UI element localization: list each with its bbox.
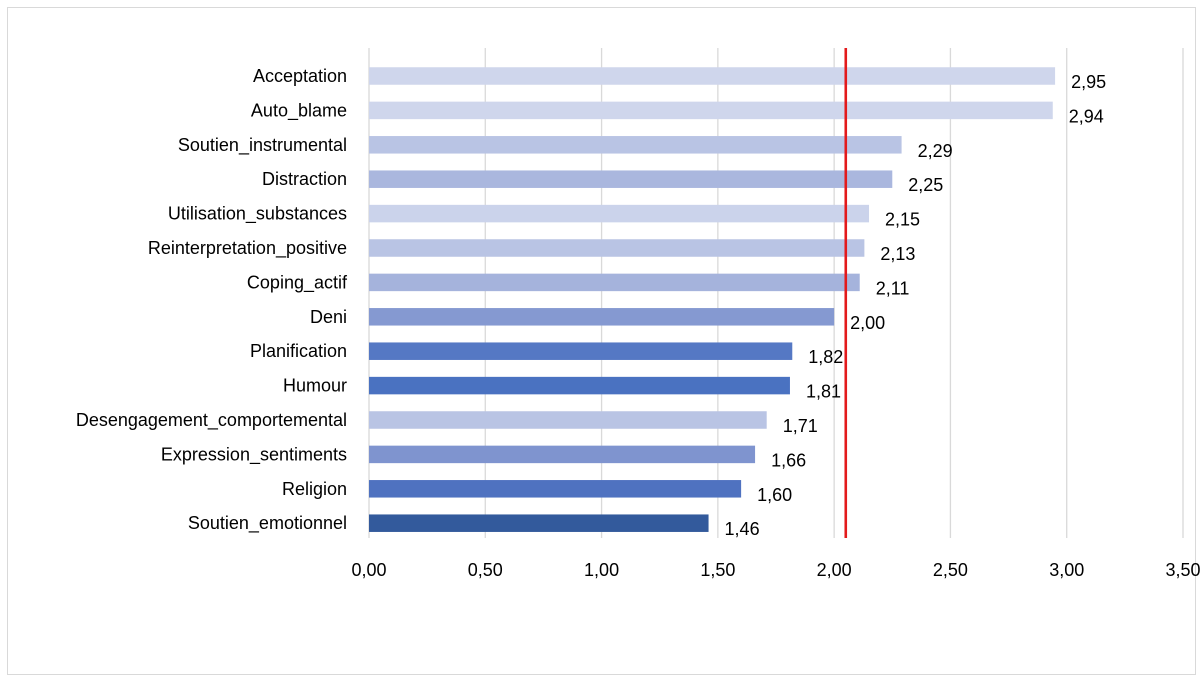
value-labels: 2,95 2,94 2,29 2,25 2,15 2,13 2,11 2,00 1,82 1,81… <box>725 72 1107 539</box>
category-label: Soutien_instrumental <box>178 135 347 156</box>
x-tick-labels: 0,00 0,50 1,00 1,50 2,00 2,50 3,00 3,50 <box>351 560 1200 580</box>
x-tick-label: 3,50 <box>1165 560 1200 580</box>
x-tick-label: 0,50 <box>468 560 503 580</box>
bar <box>369 239 865 257</box>
bar <box>369 376 790 395</box>
category-label: Reinterpretation_positive <box>148 238 347 259</box>
category-label: Auto_blame <box>251 100 347 121</box>
bar <box>369 67 1056 85</box>
bar <box>369 514 709 532</box>
category-label: Expression_sentiments <box>161 444 347 465</box>
category-label: Coping_actif <box>247 272 348 293</box>
category-label: Planification <box>250 341 347 361</box>
x-tick-label: 3,00 <box>1049 560 1084 580</box>
value-label: 2,00 <box>850 313 885 333</box>
bar <box>369 136 902 154</box>
x-tick-label: 0,00 <box>351 560 386 580</box>
value-label: 1,81 <box>806 382 841 402</box>
value-label: 1,71 <box>783 416 818 436</box>
value-label: 2,94 <box>1069 106 1104 126</box>
category-label: Distraction <box>262 169 347 189</box>
value-label: 1,60 <box>757 485 792 505</box>
category-label: Desengagement_comportemental <box>76 410 347 431</box>
value-label: 2,25 <box>908 175 943 195</box>
bar <box>369 101 1053 120</box>
x-tick-label: 2,00 <box>817 560 852 580</box>
bar <box>369 308 835 326</box>
category-label: Deni <box>310 307 347 327</box>
category-label: Religion <box>282 479 347 499</box>
bar <box>369 480 742 498</box>
category-label: Utilisation_substances <box>168 204 347 225</box>
x-tick-label: 1,50 <box>700 560 735 580</box>
category-label: Humour <box>283 376 347 396</box>
x-tick-label: 1,00 <box>584 560 619 580</box>
bar <box>369 204 870 223</box>
value-label: 1,46 <box>725 519 760 539</box>
value-label: 2,15 <box>885 210 920 230</box>
value-label: 2,29 <box>918 141 953 161</box>
value-label: 2,13 <box>880 244 915 264</box>
bar <box>369 445 756 464</box>
bar <box>369 411 767 429</box>
bars <box>369 67 1056 532</box>
value-label: 1,66 <box>771 450 806 470</box>
bar <box>369 273 860 292</box>
value-label: 2,11 <box>876 278 910 298</box>
value-label: 2,95 <box>1071 72 1106 92</box>
category-labels: Acceptation Auto_blame Soutien_instrumenta… <box>76 66 348 534</box>
bar <box>369 170 893 188</box>
x-tick-label: 2,50 <box>933 560 968 580</box>
category-label: Acceptation <box>253 66 347 86</box>
value-label: 1,82 <box>808 347 843 367</box>
bar <box>369 342 793 360</box>
category-label: Soutien_emotionnel <box>188 513 347 534</box>
